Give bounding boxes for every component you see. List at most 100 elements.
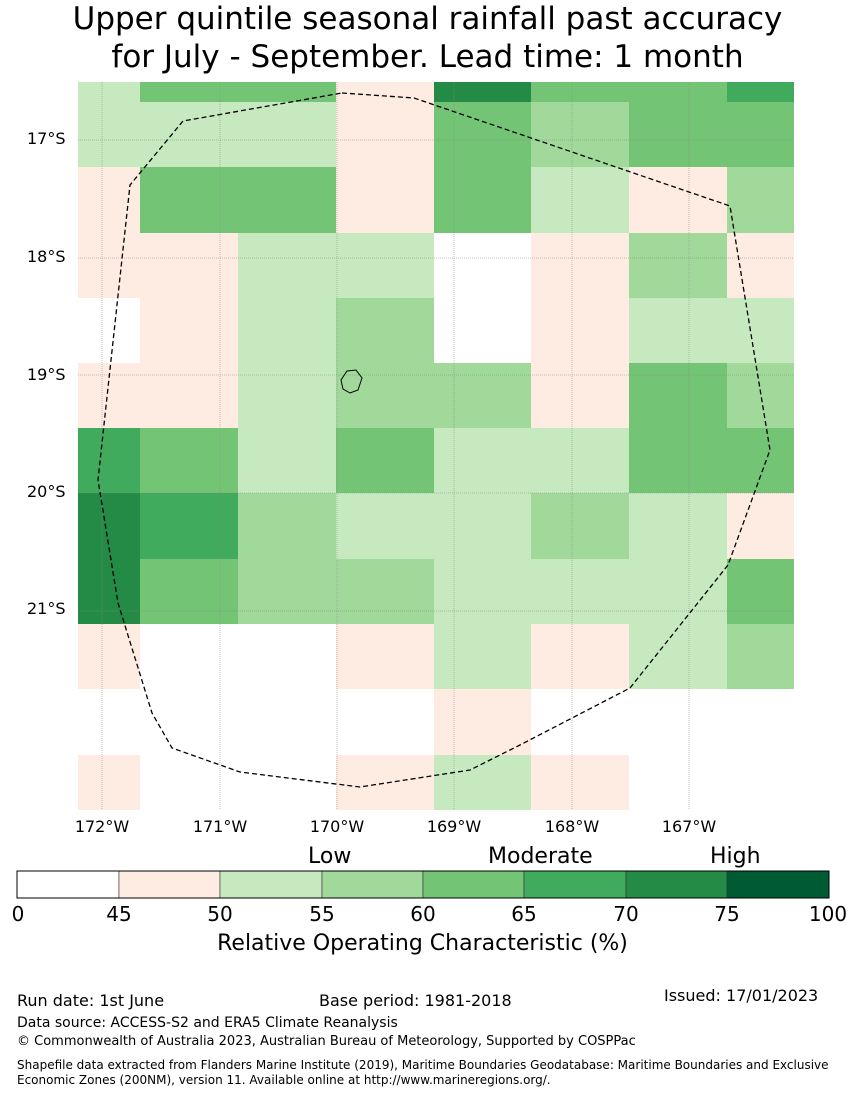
map-cell xyxy=(434,493,531,559)
map-cell xyxy=(78,233,140,298)
map-cell xyxy=(140,428,238,493)
map-cell xyxy=(238,298,336,363)
category-moderate: Moderate xyxy=(488,844,593,869)
map-cell xyxy=(434,298,531,363)
lon-label-171w: 171°W xyxy=(192,817,248,836)
accuracy-map xyxy=(78,82,794,810)
shapefile-note-line-1: Shapefile data extracted from Flanders M… xyxy=(17,1058,829,1072)
tick-70: 70 xyxy=(613,902,639,926)
map-cell xyxy=(336,82,434,102)
map-cell xyxy=(238,167,336,233)
map-cell xyxy=(434,167,531,233)
map-cell xyxy=(238,624,336,689)
title-line-1: Upper quintile seasonal rainfall past ac… xyxy=(72,1,783,37)
map-cell xyxy=(78,428,140,493)
lat-label-18s: 18°S xyxy=(27,247,66,266)
map-cell xyxy=(238,82,336,102)
map-cell xyxy=(531,493,629,559)
map-cell xyxy=(727,298,794,363)
eez-boundary xyxy=(97,92,771,788)
map-cell xyxy=(336,363,434,428)
tick-60: 60 xyxy=(410,902,436,926)
lat-label-17s: 17°S xyxy=(27,129,66,148)
map-cell xyxy=(140,82,238,102)
map-cell xyxy=(531,559,629,624)
map-cell xyxy=(336,493,434,559)
map-cell xyxy=(140,233,238,298)
map-cell xyxy=(78,689,140,755)
category-high: High xyxy=(710,844,761,869)
map-cell xyxy=(531,82,629,102)
map-cell xyxy=(140,298,238,363)
map-cell xyxy=(238,559,336,624)
map-cell xyxy=(140,755,238,810)
map-cell xyxy=(629,428,727,493)
colorbar-frame xyxy=(16,870,830,899)
map-cell xyxy=(727,493,794,559)
map-cell xyxy=(531,298,629,363)
lat-label-20s: 20°S xyxy=(27,482,66,501)
map-cell xyxy=(727,363,794,428)
map-cell xyxy=(336,624,434,689)
title-line-2: for July - September. Lead time: 1 month xyxy=(111,39,744,75)
map-cell xyxy=(629,82,727,102)
map-cell xyxy=(434,559,531,624)
map-cell xyxy=(336,102,434,167)
lon-label-169w: 169°W xyxy=(426,817,482,836)
run-date: Run date: 1st June xyxy=(17,991,165,1010)
map-cell xyxy=(629,102,727,167)
map-cell xyxy=(434,363,531,428)
lon-label-167w: 167°W xyxy=(661,817,717,836)
lon-label-172w: 172°W xyxy=(74,817,130,836)
map-cell xyxy=(336,298,434,363)
map-cell xyxy=(727,624,794,689)
map-cell xyxy=(629,755,727,810)
map-gridlines xyxy=(78,82,794,810)
base-period: Base period: 1981-2018 xyxy=(319,991,512,1010)
map-cell xyxy=(434,102,531,167)
map-cell xyxy=(78,624,140,689)
map-cell xyxy=(629,689,727,755)
map-cell xyxy=(78,298,140,363)
map-cell xyxy=(727,689,794,755)
colorbar-swatch xyxy=(321,870,424,899)
map-cell xyxy=(629,559,727,624)
colorbar-swatches xyxy=(16,870,830,899)
map-cell xyxy=(531,428,629,493)
data-source: Data source: ACCESS-S2 and ERA5 Climate … xyxy=(17,1015,398,1031)
map-cell xyxy=(336,755,434,810)
lat-label-19s: 19°S xyxy=(27,365,66,384)
map-cell xyxy=(727,428,794,493)
map-cell xyxy=(140,689,238,755)
colorbar-swatch xyxy=(625,870,728,899)
map-cells xyxy=(78,82,794,810)
map-cell xyxy=(78,102,140,167)
map-cell xyxy=(434,624,531,689)
map-cell xyxy=(78,559,140,624)
map-cell xyxy=(727,559,794,624)
map-cell xyxy=(78,755,140,810)
map-cell xyxy=(629,233,727,298)
map-cell xyxy=(434,82,531,102)
map-cell xyxy=(238,689,336,755)
colorbar-swatch xyxy=(726,870,830,899)
map-cell xyxy=(336,559,434,624)
colorbar-swatch xyxy=(16,870,120,899)
map-cell xyxy=(336,233,434,298)
issued-date: Issued: 17/01/2023 xyxy=(664,986,819,1005)
tick-65: 65 xyxy=(511,902,537,926)
map-cell xyxy=(238,102,336,167)
lon-label-168w: 168°W xyxy=(544,817,600,836)
tick-100: 100 xyxy=(808,902,848,926)
colorbar-swatch xyxy=(422,870,525,899)
shapefile-note-line-2: Economic Zones (200NM), version 11. Avai… xyxy=(17,1073,551,1087)
map-cell xyxy=(238,493,336,559)
map-cell xyxy=(78,167,140,233)
map-title: Upper quintile seasonal rainfall past ac… xyxy=(0,0,855,76)
map-cell xyxy=(238,755,336,810)
map-cell xyxy=(78,82,140,102)
map-cell xyxy=(140,624,238,689)
category-low: Low xyxy=(308,844,352,869)
tick-75: 75 xyxy=(714,902,740,926)
map-cell xyxy=(629,624,727,689)
